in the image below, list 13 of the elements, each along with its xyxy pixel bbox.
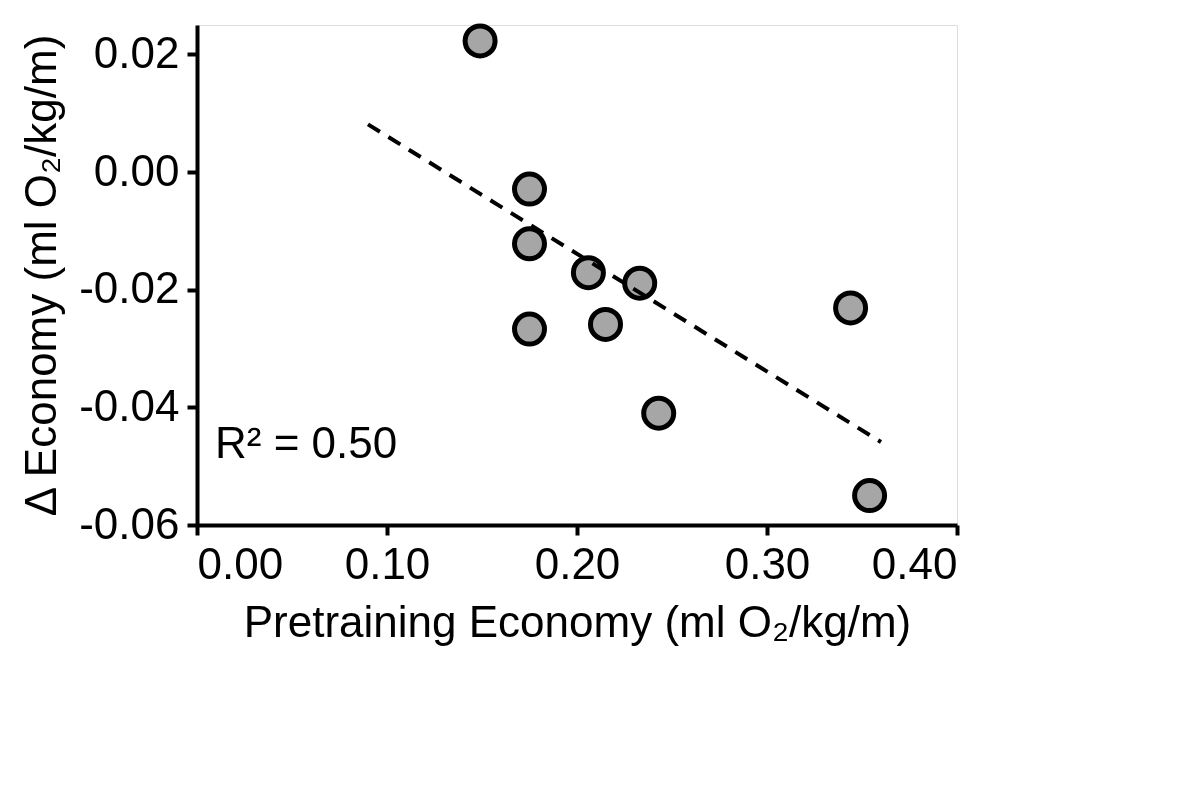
y-tick-label: 0.02: [93, 27, 180, 77]
y-tick-label: -0.06: [79, 498, 180, 548]
x-axis-title: Pretraining Economy (ml O₂/kg/m): [243, 596, 912, 646]
x-tick-label: 0.30: [724, 538, 811, 588]
y-axis-title: Δ Economy (ml O₂/kg/m): [16, 34, 66, 517]
y-tick-label: 0.00: [93, 145, 180, 195]
x-tick-label: 0.00: [197, 538, 284, 588]
y-tick-label: -0.02: [79, 263, 180, 313]
y-tick-label: -0.04: [79, 380, 180, 430]
x-tick-label: 0.20: [534, 538, 621, 588]
annotation: R² = 0.50: [215, 418, 398, 467]
x-tick-label: 0.10: [344, 538, 431, 588]
x-tick-label: 0.40: [871, 538, 958, 588]
